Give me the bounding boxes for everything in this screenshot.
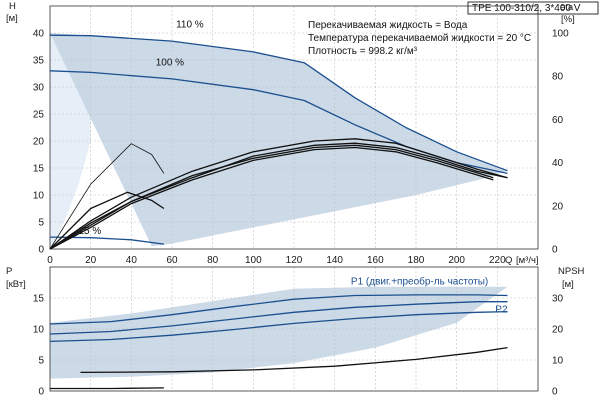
x-tick-label: 180 [408,255,425,266]
x-tick-label: 140 [326,255,343,266]
info-line-fluid: Перекачиваемая жидкость = Вода [308,20,468,31]
p-axis-unit: [кВт] [6,279,26,290]
y2-tick-label: 30 [552,294,564,305]
series-line-p2 [49,301,508,335]
p-axis-title: P [6,266,12,277]
operating-envelope [50,33,508,247]
x-tick-label: 220 [489,255,506,266]
y-tick-label: 5 [38,218,44,229]
series-line-p1- [49,294,508,325]
series-line-npsh [80,346,508,374]
series-line-curve-2 [49,310,508,343]
x-tick-label: 160 [367,255,384,266]
series-line-curve-4 [49,191,165,250]
y2-tick-label: 60 [552,115,564,126]
model-title: TPE 100-310/2, 3*400 V [472,3,581,14]
y-tick-label: 0 [38,245,44,256]
y2-tick-label: 20 [552,201,564,212]
curve-label: 100 % [156,57,184,68]
y-tick-label: 10 [33,325,45,336]
x-tick-label: 40 [126,255,138,266]
plot-frame [49,5,539,250]
q-axis-title: Q [505,255,512,266]
y-tick-label: 20 [33,137,45,148]
y-tick-label: 5 [38,356,44,367]
info-line-density: Плотность = 998.2 кг/м³ [308,46,418,57]
x-tick-label: 120 [286,255,303,266]
y2-tick-label: 20 [552,325,564,336]
info-line-temperature: Температура перекачиваемой жидкости = 20… [308,33,531,44]
curve-label: 25 % [78,226,101,237]
power-npsh-panel: P1 (двиг.+преобр-ль частоты) P2 0 5 10 15 0 10 2… [33,266,564,398]
head-efficiency-panel: 110 % 100 % 25 % 0 5 10 15 20 25 30 35 40 0 20 40 60 80 1… [33,5,569,266]
y-tick-label: 15 [33,294,45,305]
curve-label: 110 % [176,20,204,31]
series-line-curve-7 [49,146,494,250]
npsh-axis-unit: [м] [562,279,574,290]
series-line-curve-3 [49,143,165,250]
y2-tick-label: 0 [552,387,558,398]
h-axis-unit: [м] [6,13,18,24]
x-tick-label: 20 [85,255,97,266]
y2-tick-label: 100 [552,29,569,40]
series-line-curve-4 [50,387,164,390]
y2-tick-label: 80 [552,72,564,83]
x-tick-label: 80 [207,255,219,266]
eta-axis-unit: [%] [561,14,575,25]
q-axis-unit: [м³/ч] [516,255,539,266]
y2-tick-label: 0 [552,245,558,256]
series-line-curve-6 [49,138,508,250]
y-tick-label: 30 [33,83,45,94]
x-tick-label: 200 [448,255,465,266]
plot-frame [49,266,539,392]
y2-tick-label: 40 [552,158,564,169]
curve-label: P2 [495,304,508,315]
y2-tick-label: 10 [552,356,564,367]
model-box [467,1,599,15]
series-line-110- [49,34,508,172]
x-tick-label: 60 [166,255,178,266]
x-tick-label: 0 [47,255,53,266]
curve-label: P1 (двиг.+преобр-ль частоты) [351,275,488,287]
series-line-curve-8 [49,144,494,250]
y-tick-label: 10 [33,191,45,202]
y-tick-label: 40 [33,29,45,40]
eta-axis-title: eta [560,2,574,13]
y-tick-label: 25 [33,110,45,121]
y-tick-label: 35 [33,56,45,67]
y-tick-label: 0 [38,387,44,398]
x-tick-label: 100 [245,255,262,266]
y-tick-label: 15 [33,164,45,175]
npsh-axis-title: NPSH [558,266,585,277]
h-axis-title: H [9,1,16,12]
operating-envelope [50,286,508,379]
